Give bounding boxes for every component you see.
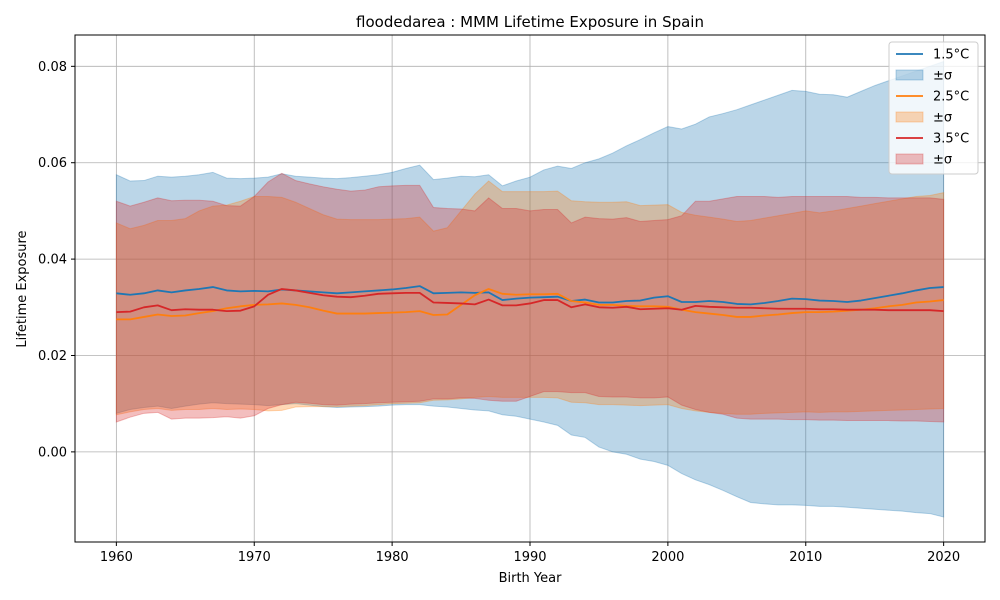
legend-box (888, 41, 979, 175)
gridlines (75, 35, 985, 542)
series-line-3 (116, 288, 944, 314)
x-tick-label: 1990 (513, 550, 546, 565)
legend-band-swatch (895, 153, 924, 165)
y-axis-label: Lifetime Exposure (15, 230, 30, 347)
axis-ticks: 1960 1970 1980 1990 2000 2010 2020 0.00 0.02 0.04… (38, 60, 960, 565)
x-tick-label: 1960 (100, 550, 133, 565)
x-tick-label: 2020 (927, 550, 960, 565)
sigma-band-1 (115, 60, 945, 518)
legend-label: 2.5°C (933, 90, 969, 105)
y-tick-label: 0.00 (38, 445, 67, 460)
legend-band-swatch (895, 111, 924, 123)
series-line-1 (116, 285, 944, 306)
y-tick-label: 0.06 (38, 156, 67, 171)
y-tick-label: 0.02 (38, 349, 67, 364)
x-tick-label: 1970 (238, 550, 271, 565)
x-tick-label: 2000 (651, 550, 684, 565)
x-tick-label: 2010 (789, 550, 822, 565)
legend: 1.5°C ±σ 2.5°C ±σ 3.5°C ±σ (888, 41, 979, 175)
legend-band-swatch (895, 69, 924, 81)
x-tick-label: 1980 (376, 550, 409, 565)
legend-band-label: ±σ (933, 69, 952, 84)
legend-band-label: ±σ (933, 153, 952, 168)
y-tick-label: 0.08 (38, 60, 67, 75)
legend-label: 3.5°C (933, 132, 969, 147)
legend-label: 1.5°C (933, 48, 969, 63)
legend-band-label: ±σ (933, 111, 952, 126)
series-line-2 (116, 288, 944, 321)
mean-lines (116, 285, 944, 321)
chart-title: floodedarea : MMM Lifetime Exposure in S… (356, 13, 704, 31)
y-tick-label: 0.04 (38, 253, 67, 268)
x-axis-label: Birth Year (499, 571, 563, 586)
